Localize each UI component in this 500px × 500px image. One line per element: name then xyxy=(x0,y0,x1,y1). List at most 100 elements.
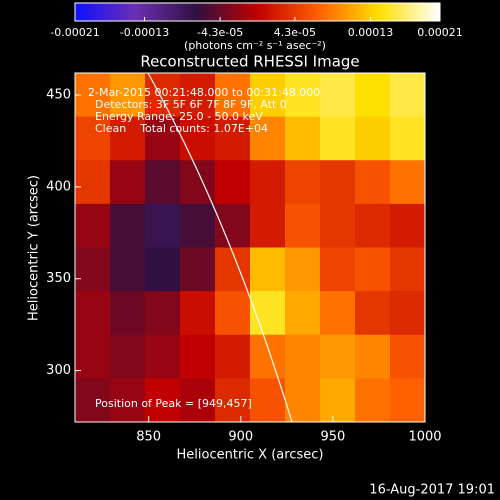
colorbar-tick-label: -4.3e-05 xyxy=(197,26,243,39)
heatmap-cell xyxy=(145,291,181,336)
chart-title: Reconstructed RHESSI Image xyxy=(140,53,359,71)
heatmap-cell xyxy=(285,116,321,161)
plot-frame xyxy=(74,72,426,423)
heatmap-cell xyxy=(75,116,111,161)
heatmap-cell xyxy=(285,334,321,379)
heatmap-cell xyxy=(215,203,251,248)
heatmap-cell xyxy=(390,334,426,379)
heatmap-cell xyxy=(75,378,111,423)
heatmap-cell xyxy=(180,203,216,248)
heatmap-cell xyxy=(285,160,321,205)
heatmap-cell xyxy=(320,203,356,248)
heatmap-cell xyxy=(355,291,391,336)
heatmap-cell xyxy=(320,334,356,379)
x-tick-label: 1000 xyxy=(408,430,441,445)
heatmap-cell xyxy=(285,203,321,248)
heatmap-cell xyxy=(355,203,391,248)
heatmap-cell xyxy=(145,160,181,205)
heatmap-cell xyxy=(390,291,426,336)
heatmap-cell xyxy=(110,116,146,161)
heatmap-cell xyxy=(355,116,391,161)
heatmap-cell xyxy=(215,378,251,423)
annotation: 2-Mar-2015 00:21:48.000 to 00:31:48.000 xyxy=(88,86,320,99)
heatmap-cell xyxy=(250,334,286,379)
y-tick-label: 300 xyxy=(46,363,71,378)
heatmap-cell xyxy=(75,247,111,292)
y-tick-label: 350 xyxy=(46,271,71,286)
heatmap-cell xyxy=(215,116,251,161)
heatmap-cell xyxy=(250,247,286,292)
heatmap-cell xyxy=(110,203,146,248)
heatmap-cell xyxy=(390,73,426,118)
heatmap-cell xyxy=(215,334,251,379)
heatmap-cell xyxy=(180,334,216,379)
heatmap-cell xyxy=(250,73,286,118)
heatmap-cell xyxy=(250,116,286,161)
heatmap-cell xyxy=(320,116,356,161)
heatmap-cell xyxy=(355,73,391,118)
heatmap-cell xyxy=(390,160,426,205)
timestamp: 16-Aug-2017 19:01 xyxy=(369,483,495,498)
x-tick-label: 950 xyxy=(320,430,345,445)
heatmap-cell xyxy=(250,378,286,423)
y-axis-label: Heliocentric Y (arcsec) xyxy=(27,175,42,321)
heatmap-cell xyxy=(180,378,216,423)
heatmap-cell xyxy=(110,378,146,423)
heatmap-cell xyxy=(285,247,321,292)
heatmap-cell xyxy=(180,291,216,336)
heatmap-cell xyxy=(390,116,426,161)
heatmap-cell xyxy=(215,160,251,205)
heatmap-cell xyxy=(110,334,146,379)
colorbar-label: (photons cm⁻² s⁻¹ asec⁻²) xyxy=(184,39,326,52)
colorbar-tick-label: -0.00013 xyxy=(120,26,169,39)
heatmap-cell xyxy=(320,160,356,205)
solar-limb xyxy=(147,72,293,423)
heatmap-cell xyxy=(180,247,216,292)
annotation: Clean Total counts: 1.07E+04 xyxy=(95,122,268,135)
heatmap-cell xyxy=(320,247,356,292)
heatmap-cell xyxy=(75,291,111,336)
colorbar-tick-label: -0.00021 xyxy=(50,26,99,39)
heatmap-cell xyxy=(180,116,216,161)
heatmap-cell xyxy=(390,247,426,292)
heatmap-cell xyxy=(75,334,111,379)
colorbar-tick-label: 0.00021 xyxy=(417,26,463,39)
heatmap-cell xyxy=(215,73,251,118)
heatmap-cell xyxy=(320,378,356,423)
heatmap-cell xyxy=(145,73,181,118)
colorbar xyxy=(74,2,441,22)
heatmap-cell xyxy=(355,160,391,205)
heatmap-cell xyxy=(145,334,181,379)
heatmap-cell xyxy=(320,291,356,336)
heatmap-cell xyxy=(390,203,426,248)
annotation: Energy Range: 25.0 - 50.0 keV xyxy=(95,110,263,123)
x-tick-label: 900 xyxy=(228,430,253,445)
annotation: Detectors: 3F 5F 6F 7F 8F 9F, Att 0 xyxy=(95,98,287,111)
y-tick-label: 450 xyxy=(46,88,71,103)
heatmap-cell xyxy=(110,247,146,292)
heatmap-cell xyxy=(110,291,146,336)
heatmap-cell xyxy=(355,378,391,423)
heatmap-cell xyxy=(145,203,181,248)
heatmap-cell xyxy=(285,378,321,423)
heatmap-cell xyxy=(355,334,391,379)
heatmap-cell xyxy=(390,378,426,423)
heatmap-cell xyxy=(75,203,111,248)
heatmap-cell xyxy=(110,160,146,205)
x-axis-label: Heliocentric X (arcsec) xyxy=(177,448,324,463)
y-tick-label: 400 xyxy=(46,179,71,194)
peak-note: Position of Peak = [949,457] xyxy=(95,397,252,410)
heatmap-cell xyxy=(75,160,111,205)
heatmap-cell xyxy=(285,291,321,336)
colorbar-tick-label: 0.00013 xyxy=(348,26,394,39)
heatmap-cell xyxy=(285,73,321,118)
heatmap-cell xyxy=(215,291,251,336)
heatmap-cell xyxy=(250,203,286,248)
heatmap-cell xyxy=(250,160,286,205)
heatmap-cell xyxy=(320,73,356,118)
heatmap-cell xyxy=(145,378,181,423)
colorbar-tick-label: 4.3e-05 xyxy=(274,26,316,39)
x-tick-label: 850 xyxy=(136,430,161,445)
heatmap-cell xyxy=(355,247,391,292)
heatmap-cell xyxy=(180,73,216,118)
